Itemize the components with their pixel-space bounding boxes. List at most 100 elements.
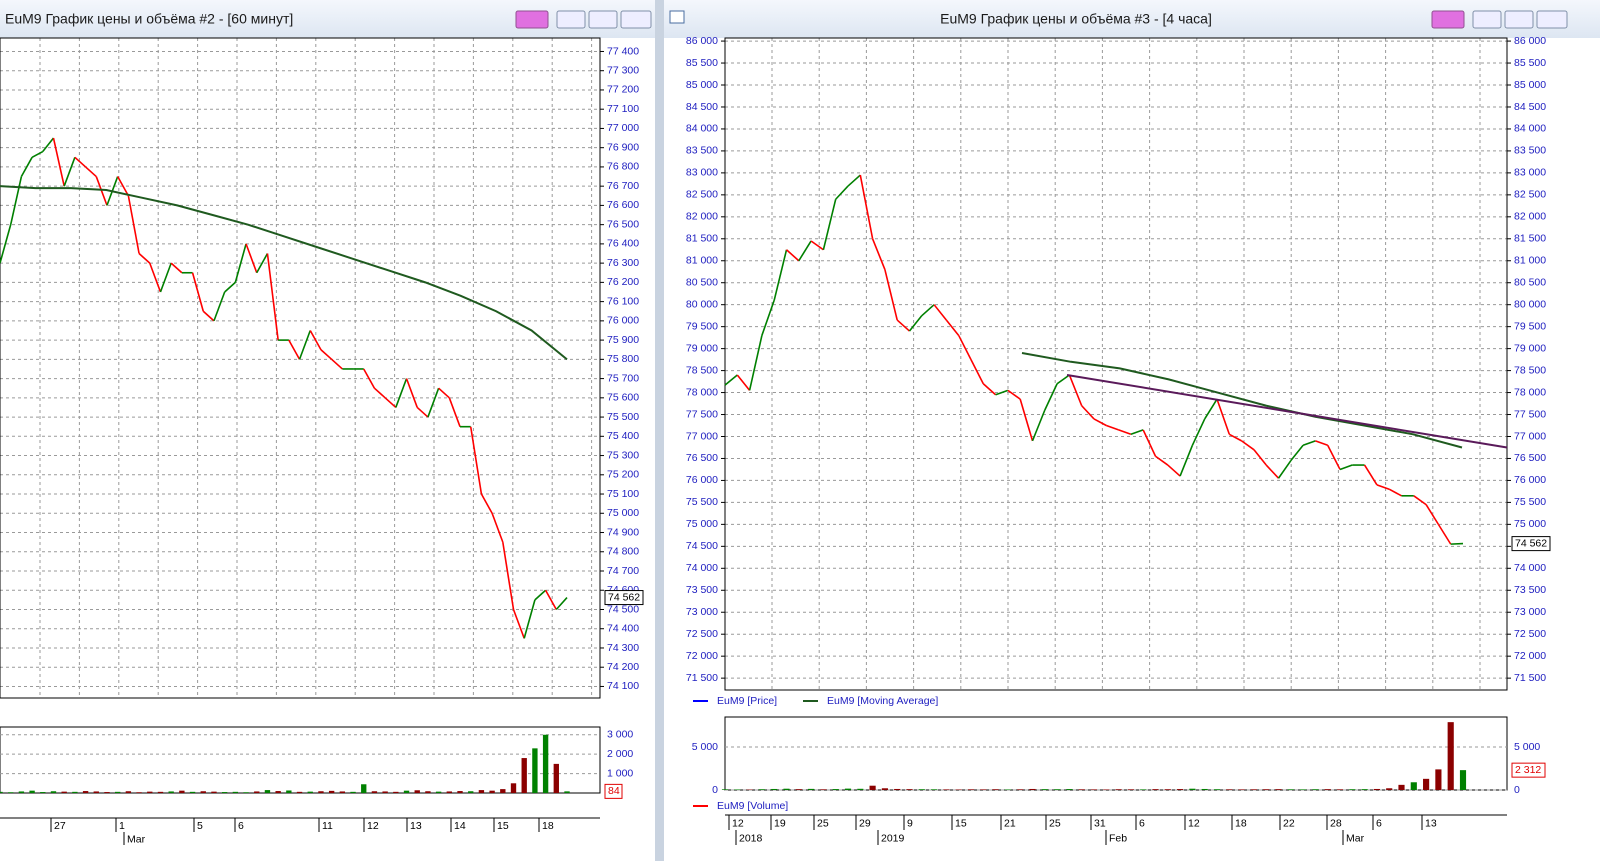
date-label: 9 [907,817,913,829]
volume-bar [521,758,527,793]
price-tick-label: 82 500 [686,189,718,201]
price-tick-label: 74 100 [607,680,639,692]
price-bar [448,397,461,427]
volume-bar [50,791,57,793]
price-tick-label: 86 000 [686,35,718,47]
price-bar [785,249,800,262]
price-tick-label: 71 500 [1514,672,1546,684]
price-tick-label: 75 600 [607,392,639,404]
price-bar [469,426,483,495]
price-bar [945,319,960,336]
volume-bar [1324,789,1331,790]
price-bar [995,389,1009,396]
price-bar [288,339,301,360]
price-tick-label: 74 300 [607,642,639,654]
price-tick-label: 76 000 [607,315,639,327]
volume-bar [1054,789,1061,790]
maximize-button[interactable] [1504,10,1534,29]
volume-bar [8,792,14,793]
price-bar [1290,444,1304,462]
volume-bar [1435,769,1442,790]
date-label: 21 [1004,817,1016,829]
volume-bar [1398,784,1405,790]
close-button[interactable] [1536,10,1568,29]
price-tick-label: 77 300 [607,64,639,76]
price-bar [480,493,493,514]
price-tick-label: 74 000 [1514,562,1546,574]
window-buttons [515,10,1568,29]
price-bar [266,253,279,341]
price-tick-label: 73 000 [686,606,718,618]
maximize-button[interactable] [588,10,618,29]
volume-bar [446,791,452,793]
volume-bar [307,791,313,793]
price-tick-label: 76 400 [607,238,639,250]
date-label: 13 [410,820,422,832]
price-bar [427,387,440,418]
price-bar [896,319,911,332]
price-bar [748,335,763,391]
price-bar [1302,440,1316,447]
price-tick-label: 79 000 [1514,342,1546,354]
price-tick-label: 80 500 [1514,277,1546,289]
date-label: 29 [859,817,871,829]
price-bar [234,243,247,283]
price-bar [127,195,140,254]
price-tick-label: 76 900 [607,141,639,153]
volume-bar [918,789,925,790]
price-bar [1068,374,1083,407]
minimize-button[interactable] [556,10,586,29]
price-tick-label: 74 400 [607,623,639,635]
price-tick-label: 85 000 [1514,79,1546,91]
volume-bar [553,763,559,793]
close-button[interactable] [620,10,652,29]
price-bar [395,378,408,408]
price-bar [1315,440,1328,447]
price-tick-label: 83 500 [1514,145,1546,157]
price-bar [245,243,258,274]
price-bar [63,157,76,187]
price-bar [1425,504,1440,525]
price-bar [116,176,130,197]
price-bar [1044,383,1058,411]
price-tick-label: 78 500 [1514,364,1546,376]
volume-bar [40,792,46,793]
price-bar [149,262,162,293]
volume-bar [1201,788,1208,790]
link-button[interactable] [1431,10,1465,29]
price-tick-label: 72 000 [686,650,718,662]
volume-bar [771,788,778,790]
last-volume-box [604,783,623,799]
volume-bar [734,789,741,790]
price-tick-label: 76 500 [1514,452,1546,464]
volume-bar [783,788,790,790]
minimize-button[interactable] [1472,10,1502,29]
link-button[interactable] [515,10,549,29]
price-tick-label: 74 700 [607,565,639,577]
last-price-label: 74 562 [1515,537,1547,549]
price-tick-label: 83 000 [686,167,718,179]
volume-bar [832,789,839,790]
volume-bar [1152,789,1159,790]
volume-bar [1213,789,1221,790]
price-bar [1216,398,1231,435]
volume-bar [758,789,765,790]
price-bar [921,304,935,317]
volume-bar [468,791,474,793]
volume-bar [264,790,271,793]
price-bar [138,252,151,264]
price-bar [1191,418,1206,446]
price-bar [85,166,97,178]
volume-bar [564,791,570,793]
date-label: 15 [497,820,509,832]
volume-bar [1459,770,1467,790]
price-tick-label: 76 500 [686,452,718,464]
date-label: 14 [454,820,466,832]
price-bar [957,335,972,360]
price-bar [871,238,886,270]
volume-bar [489,790,495,793]
price-tick-label: 83 500 [686,145,718,157]
price-bar [1241,440,1255,451]
volume-bar [500,789,506,793]
volume-bar [808,788,815,790]
